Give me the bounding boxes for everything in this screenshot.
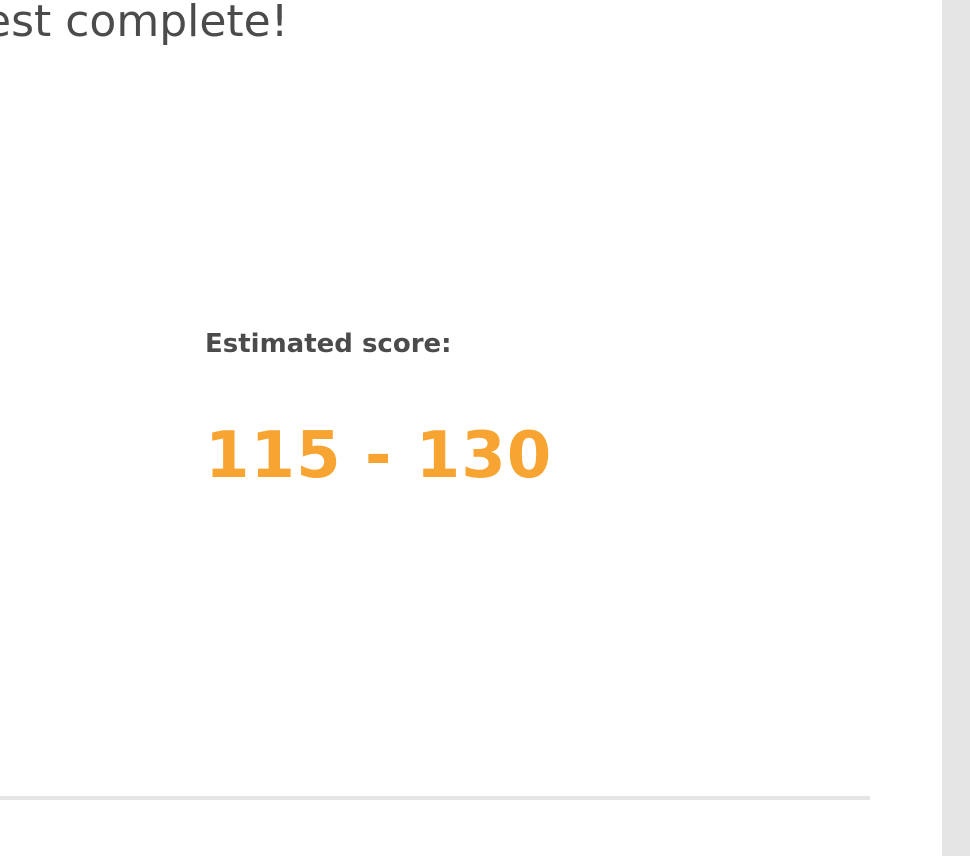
score-value: 115 - 130	[205, 419, 553, 493]
divider	[0, 796, 870, 800]
score-label: Estimated score:	[205, 329, 452, 359]
score-block: Estimated score: 115 - 130	[205, 322, 552, 496]
page-heading: est complete!	[0, 0, 289, 47]
side-rail	[942, 0, 970, 856]
